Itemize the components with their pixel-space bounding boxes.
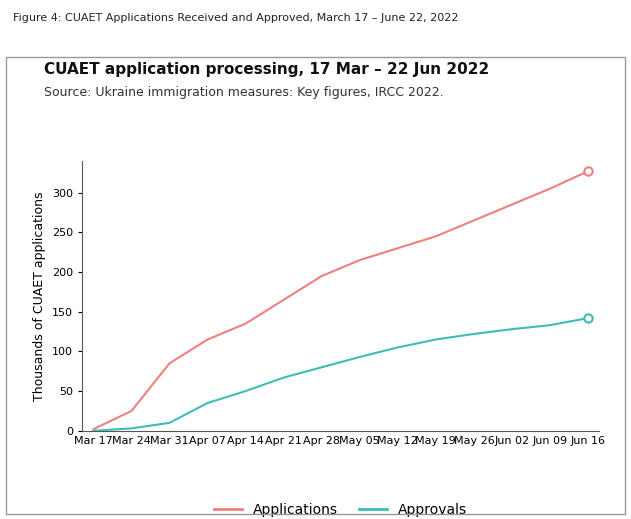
Legend: Applications, Approvals: Applications, Approvals (209, 497, 473, 519)
Text: Figure 4: CUAET Applications Received and Approved, March 17 – June 22, 2022: Figure 4: CUAET Applications Received an… (13, 13, 458, 23)
Y-axis label: Thousands of CUAET applications: Thousands of CUAET applications (33, 191, 46, 401)
Text: Source: Ukraine immigration measures: Key figures, IRCC 2022.: Source: Ukraine immigration measures: Ke… (44, 86, 444, 99)
Text: CUAET application processing, 17 Mar – 22 Jun 2022: CUAET application processing, 17 Mar – 2… (44, 62, 490, 77)
